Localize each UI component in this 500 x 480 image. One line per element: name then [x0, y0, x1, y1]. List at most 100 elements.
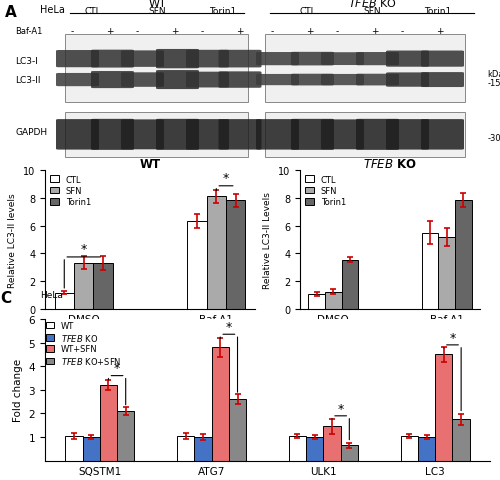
FancyBboxPatch shape [186, 51, 229, 68]
FancyBboxPatch shape [256, 120, 299, 150]
Bar [100, 385, 117, 461]
Bar [422, 233, 438, 310]
Title: $\it{TFEB}$ KO: $\it{TFEB}$ KO [363, 157, 417, 170]
Bar [324, 427, 340, 461]
Bar [94, 264, 113, 310]
Bar [265, 113, 465, 157]
Y-axis label: Fold change: Fold change [13, 359, 23, 421]
FancyBboxPatch shape [321, 75, 364, 86]
FancyBboxPatch shape [121, 73, 164, 88]
Bar [65, 113, 248, 157]
Text: -15: -15 [488, 79, 500, 88]
FancyBboxPatch shape [156, 120, 199, 151]
Text: Torin1: Torin1 [424, 7, 451, 16]
Bar [194, 437, 212, 461]
Text: -: - [136, 27, 139, 36]
Text: *: * [450, 331, 456, 344]
FancyBboxPatch shape [256, 53, 299, 66]
Bar [177, 436, 194, 461]
Text: *: * [226, 320, 232, 333]
Text: +: + [171, 27, 179, 36]
Bar [265, 36, 465, 103]
Text: +: + [371, 27, 379, 36]
Text: -: - [401, 27, 404, 36]
Bar [65, 36, 248, 103]
Y-axis label: Relative LC3-II Levels: Relative LC3-II Levels [264, 192, 272, 288]
Bar [226, 201, 246, 310]
FancyBboxPatch shape [386, 73, 429, 87]
Legend: CTL, SFN, Torin1: CTL, SFN, Torin1 [304, 175, 347, 207]
Text: HeLa: HeLa [40, 290, 64, 300]
Text: *: * [80, 242, 87, 255]
FancyBboxPatch shape [356, 120, 399, 151]
Bar [418, 437, 435, 461]
Bar [117, 411, 134, 461]
FancyBboxPatch shape [421, 73, 464, 88]
FancyBboxPatch shape [321, 120, 364, 150]
FancyBboxPatch shape [386, 120, 429, 150]
FancyBboxPatch shape [321, 53, 364, 66]
Text: *: * [223, 172, 229, 185]
Bar [340, 445, 358, 461]
Text: +: + [306, 27, 314, 36]
Text: *: * [114, 362, 120, 375]
Bar [400, 436, 418, 461]
Text: *: * [338, 402, 344, 415]
Text: -: - [271, 27, 274, 36]
FancyBboxPatch shape [386, 51, 429, 68]
Text: $\it{TFEB}$ KO: $\it{TFEB}$ KO [348, 0, 397, 9]
Text: -: - [201, 27, 204, 36]
Bar [342, 260, 358, 310]
FancyBboxPatch shape [121, 120, 164, 150]
Text: +: + [236, 27, 244, 36]
Text: LC3-II: LC3-II [15, 76, 40, 85]
Bar [54, 293, 74, 310]
Title: WT: WT [140, 157, 160, 170]
Bar [289, 436, 306, 461]
FancyBboxPatch shape [218, 72, 262, 89]
FancyBboxPatch shape [91, 50, 134, 69]
FancyBboxPatch shape [356, 74, 399, 86]
FancyBboxPatch shape [291, 74, 334, 86]
Text: +: + [106, 27, 114, 36]
FancyBboxPatch shape [218, 51, 262, 68]
FancyBboxPatch shape [421, 51, 464, 68]
FancyBboxPatch shape [121, 51, 164, 68]
Bar [206, 197, 226, 310]
Text: LC3-I: LC3-I [15, 57, 38, 66]
Bar [452, 420, 470, 461]
FancyBboxPatch shape [56, 74, 99, 87]
Bar [229, 399, 246, 461]
Bar [308, 294, 325, 310]
FancyBboxPatch shape [291, 53, 334, 66]
FancyBboxPatch shape [156, 71, 199, 90]
Text: +: + [436, 27, 444, 36]
FancyBboxPatch shape [186, 120, 229, 150]
FancyBboxPatch shape [291, 120, 334, 151]
Bar [455, 201, 472, 310]
Bar [65, 436, 82, 461]
Text: A: A [5, 5, 17, 20]
FancyBboxPatch shape [56, 51, 99, 68]
Text: CTL: CTL [84, 7, 101, 16]
Bar [435, 355, 452, 461]
Text: SFN: SFN [364, 7, 382, 16]
Bar [187, 222, 206, 310]
Bar [438, 237, 455, 310]
Text: -: - [71, 27, 74, 36]
Text: C: C [0, 291, 12, 306]
Bar [74, 263, 94, 310]
FancyBboxPatch shape [186, 72, 229, 88]
Text: kDa: kDa [488, 70, 500, 79]
FancyBboxPatch shape [91, 120, 134, 151]
Text: WT: WT [148, 0, 166, 9]
FancyBboxPatch shape [421, 120, 464, 150]
Legend: CTL, SFN, Torin1: CTL, SFN, Torin1 [49, 175, 92, 207]
FancyBboxPatch shape [91, 72, 134, 89]
FancyBboxPatch shape [256, 75, 299, 86]
Text: Baf-A1: Baf-A1 [15, 27, 42, 36]
Text: -: - [336, 27, 339, 36]
Text: CTL: CTL [299, 7, 316, 16]
Text: SFN: SFN [148, 7, 166, 16]
Text: GAPDH: GAPDH [15, 127, 47, 136]
